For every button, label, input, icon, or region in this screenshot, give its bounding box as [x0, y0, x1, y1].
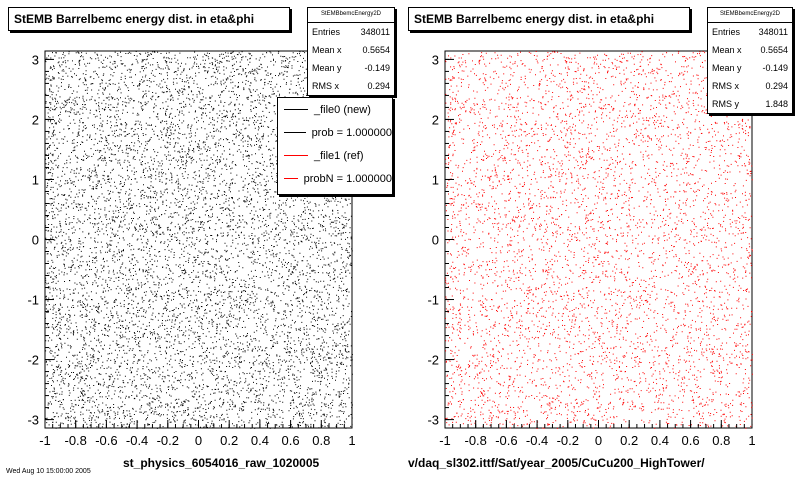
- x-tick-label: 0.2: [220, 433, 238, 448]
- x-tick-label: -0.4: [126, 433, 148, 448]
- legend-box: _file0 (new) prob = 1.000000 _file1 (ref…: [277, 97, 393, 195]
- right-stats-name: StEMBbemcEnergy2D: [708, 8, 792, 23]
- left-stats-name: StEMBbemcEnergy2D: [308, 8, 394, 23]
- left-stats-row: RMS x 0.294: [312, 81, 390, 91]
- right-stats-row: RMS y 1.848: [712, 99, 788, 109]
- y-tick-label: 3: [32, 52, 39, 67]
- legend-entry: _file1 (ref): [278, 144, 392, 167]
- x-tick-label: 0.2: [620, 433, 638, 448]
- left-stats-box: StEMBbemcEnergy2D Entries 348011 Mean x 0.…: [307, 7, 395, 96]
- legend-line-icon: [284, 155, 308, 156]
- x-tick-label: 0: [595, 433, 602, 448]
- y-tick-label: 0: [32, 233, 39, 248]
- timestamp-text: Wed Aug 10 15:00:00 2005: [6, 468, 91, 475]
- x-tick-label: 0.6: [282, 433, 300, 448]
- y-tick-label: 2: [432, 112, 439, 127]
- scatter-points: [445, 51, 753, 429]
- left-stats-row: Entries 348011: [312, 27, 390, 37]
- x-tick-label: -0.6: [495, 433, 517, 448]
- legend-entry: probN = 1.000000: [278, 167, 392, 190]
- right-chart-title: StEMB Barrelbemc energy dist. in eta&phi: [408, 7, 690, 31]
- x-tick-label: 1: [748, 433, 755, 448]
- legend-entry: prob = 1.000000: [278, 121, 392, 144]
- x-tick-label: -0.4: [526, 433, 548, 448]
- right-stats-row: Mean x 0.5654: [712, 45, 788, 55]
- x-tick-label: -0.2: [157, 433, 179, 448]
- scatter-panel-2: -1 -0.8 -0.6 -0.4 -0.2 0 0.2 0.4 0.6 0.8 1 3 2 1 0 -1 -2…: [427, 50, 756, 448]
- left-x-axis-label: st_physics_6054016_raw_1020005: [123, 456, 320, 470]
- y-tick-label: -2: [427, 353, 439, 368]
- x-tick-label: 1: [348, 433, 355, 448]
- x-tick-label: -0.6: [95, 433, 117, 448]
- y-tick-label: 3: [432, 52, 439, 67]
- left-stats-row: Mean y -0.149: [312, 63, 390, 73]
- x-tick-label: 0.4: [251, 433, 269, 448]
- x-tick-label: -1: [439, 433, 451, 448]
- x-tick-label: 0.8: [312, 433, 330, 448]
- y-tick-label: -3: [427, 413, 439, 428]
- x-tick-label: -1: [39, 433, 51, 448]
- y-tick-label: 1: [432, 172, 439, 187]
- right-stats-box: StEMBbemcEnergy2D Entries 348011 Mean x 0.…: [707, 7, 793, 114]
- plot-frame: [444, 50, 753, 429]
- x-tick-label: 0: [195, 433, 202, 448]
- y-tick-label: 0: [432, 233, 439, 248]
- x-tick-label: 0.8: [712, 433, 730, 448]
- legend-line-icon: [284, 178, 298, 179]
- left-stats-row: Mean x 0.5654: [312, 45, 390, 55]
- scatter-points: [45, 51, 353, 429]
- x-tick-label: -0.2: [557, 433, 579, 448]
- y-tick-label: -1: [427, 293, 439, 308]
- legend-entry: _file0 (new): [278, 98, 392, 121]
- y-tick-label: -3: [27, 413, 39, 428]
- x-tick-label: 0.4: [651, 433, 669, 448]
- y-tick-label: 1: [32, 172, 39, 187]
- left-chart-title: StEMB Barrelbemc energy dist. in eta&phi: [8, 7, 290, 31]
- y-tick-label: -2: [27, 353, 39, 368]
- y-tick-label: -1: [27, 293, 39, 308]
- y-tick-label: 2: [32, 112, 39, 127]
- right-stats-row: Mean y -0.149: [712, 63, 788, 73]
- right-x-axis-label: v/daq_sl302.ittf/Sat/year_2005/CuCu200_H…: [408, 456, 705, 470]
- legend-line-icon: [284, 109, 308, 110]
- right-stats-row: Entries 348011: [712, 27, 788, 37]
- x-tick-label: -0.8: [464, 433, 486, 448]
- right-stats-row: RMS x 0.294: [712, 81, 788, 91]
- x-tick-label: 0.6: [682, 433, 700, 448]
- legend-line-icon: [284, 132, 306, 133]
- x-tick-label: -0.8: [64, 433, 86, 448]
